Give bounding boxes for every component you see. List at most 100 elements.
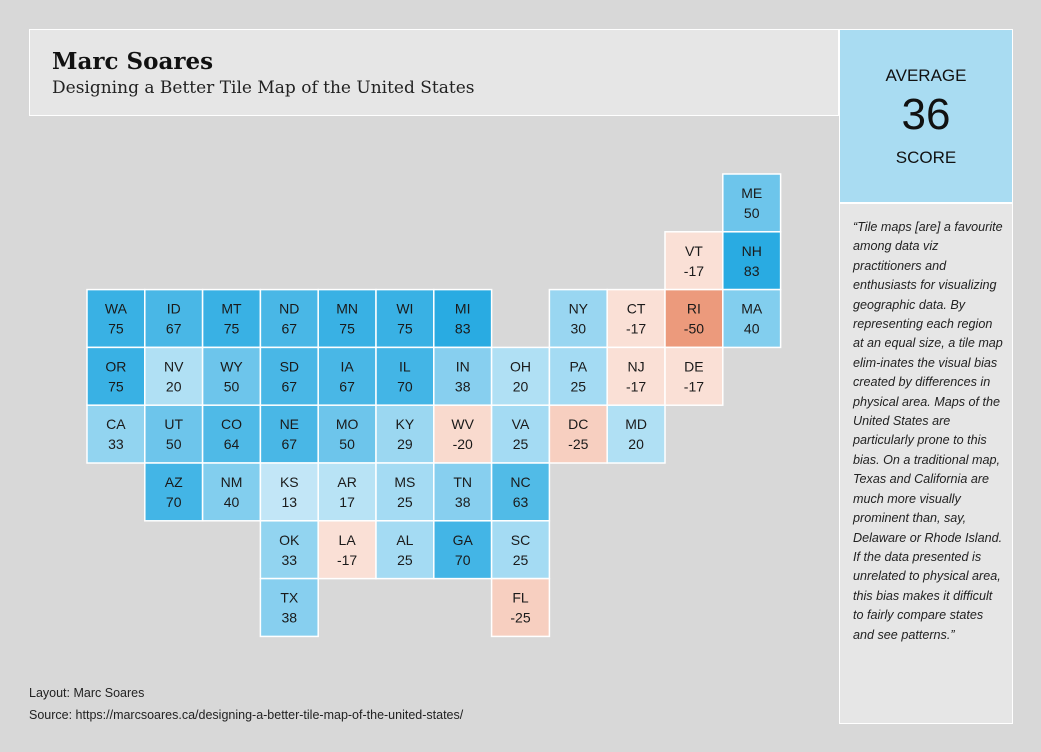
tile-value-label: 50 — [224, 378, 240, 394]
tile-me: ME 50 — [722, 173, 782, 233]
tile-rect-nh — [722, 231, 782, 291]
tile-mn: MN 75 — [317, 288, 377, 349]
tile-ma: MA 40 — [722, 288, 782, 349]
tile-rect-az — [144, 462, 204, 522]
tile-state-label: DE — [684, 358, 703, 374]
tile-nv: NV 20 — [144, 346, 204, 406]
tile-rect-fl — [490, 577, 551, 638]
tile-rect-nc — [490, 462, 551, 522]
tile-rect-al — [375, 520, 435, 580]
tile-rect-oh — [490, 346, 551, 406]
tile-value-label: 25 — [513, 436, 529, 452]
tile-pa: PA 25 — [548, 346, 608, 406]
tile-rect-wi — [375, 288, 435, 349]
tile-state-label: OK — [279, 532, 300, 548]
tile-rect-me — [722, 173, 782, 233]
tile-value-label: 13 — [282, 494, 298, 510]
tile-value-label: -25 — [568, 436, 588, 452]
average-score-panel: AVERAGE 36 SCORE — [839, 29, 1013, 203]
tile-rect-ne — [259, 404, 319, 464]
tile-value-label: 75 — [224, 321, 240, 337]
tile-state-label: SD — [280, 358, 299, 374]
header-panel: Marc Soares Designing a Better Tile Map … — [29, 29, 839, 116]
tile-state-label: GA — [453, 532, 474, 548]
tile-state-label: UT — [164, 416, 183, 432]
tile-state-label: WA — [105, 301, 128, 317]
tile-rect-ia — [317, 346, 377, 406]
tile-oh: OH 20 — [490, 346, 551, 406]
tile-or: OR 75 — [86, 346, 146, 406]
tile-state-label: NV — [164, 358, 184, 374]
tile-state-label: ND — [279, 301, 299, 317]
tile-value-label: -25 — [510, 610, 530, 626]
tile-value-label: 64 — [224, 436, 240, 452]
tile-state-label: MI — [455, 301, 471, 317]
tile-rect-ga — [433, 520, 493, 580]
tile-rect-mo — [317, 404, 377, 464]
tile-value-label: -20 — [453, 436, 473, 452]
tile-state-label: NE — [280, 416, 299, 432]
tile-value-label: 67 — [282, 321, 298, 337]
layout-credit: Layout: Marc Soares — [29, 686, 145, 700]
tile-wy: WY 50 — [201, 346, 262, 406]
tile-value-label: 50 — [339, 436, 355, 452]
tile-value-label: 67 — [166, 321, 182, 337]
tile-state-label: MN — [336, 301, 358, 317]
tile-vt: VT -17 — [664, 231, 724, 291]
tile-value-label: 40 — [224, 494, 240, 510]
tile-ct: CT -17 — [606, 288, 666, 349]
tile-value-label: 67 — [282, 436, 298, 452]
tile-state-label: MD — [625, 416, 647, 432]
tile-sd: SD 67 — [259, 346, 319, 406]
tile-value-label: 70 — [166, 494, 182, 510]
tile-nc: NC 63 — [490, 462, 551, 522]
tile-rect-wy — [201, 346, 262, 406]
tile-la: LA -17 — [317, 520, 377, 580]
tile-value-label: 75 — [108, 321, 124, 337]
tile-value-label: 20 — [513, 378, 529, 394]
tile-ia: IA 67 — [317, 346, 377, 406]
tile-rect-nv — [144, 346, 204, 406]
tile-sc: SC 25 — [490, 520, 551, 580]
tile-rect-sc — [490, 520, 551, 580]
tile-value-label: 50 — [744, 205, 760, 221]
tile-rect-de — [664, 346, 724, 406]
tile-rect-mn — [317, 288, 377, 349]
tile-rect-ky — [375, 404, 435, 464]
tile-rect-pa — [548, 346, 608, 406]
tile-rect-or — [86, 346, 146, 406]
tile-state-label: AZ — [165, 474, 183, 490]
tile-state-label: CA — [106, 416, 126, 432]
tile-rect-wa — [86, 288, 146, 349]
tile-ky: KY 29 — [375, 404, 435, 464]
tile-md: MD 20 — [606, 404, 666, 464]
tile-rect-ms — [375, 462, 435, 522]
tile-rect-nd — [259, 288, 319, 349]
tile-rect-nj — [606, 346, 666, 406]
tile-rect-ut — [144, 404, 204, 464]
tile-ga: GA 70 — [433, 520, 493, 580]
tile-rect-co — [201, 404, 262, 464]
tile-value-label: 38 — [455, 378, 471, 394]
tile-value-label: 40 — [744, 321, 760, 337]
source-credit: Source: https://marcsoares.ca/designing-… — [29, 708, 464, 722]
average-value: 36 — [901, 90, 951, 139]
tile-state-label: TX — [280, 590, 299, 606]
tile-rect-ar — [317, 462, 377, 522]
tile-state-label: CT — [627, 301, 646, 317]
tile-state-label: IL — [399, 358, 411, 374]
tile-state-label: SC — [511, 532, 530, 548]
page-title: Designing a Better Tile Map of the Unite… — [52, 78, 475, 98]
tile-rect-ny — [548, 288, 608, 349]
tile-value-label: 67 — [339, 378, 355, 394]
tile-ne: NE 67 — [259, 404, 319, 464]
tile-de: DE -17 — [664, 346, 724, 406]
tile-value-label: 33 — [108, 436, 124, 452]
tile-id: ID 67 — [144, 288, 204, 349]
tile-value-label: 33 — [282, 552, 298, 568]
tile-value-label: -17 — [626, 321, 646, 337]
tile-tn: TN 38 — [433, 462, 493, 522]
tile-rect-sd — [259, 346, 319, 406]
tile-rect-ri — [664, 288, 724, 349]
tile-value-label: 25 — [513, 552, 529, 568]
